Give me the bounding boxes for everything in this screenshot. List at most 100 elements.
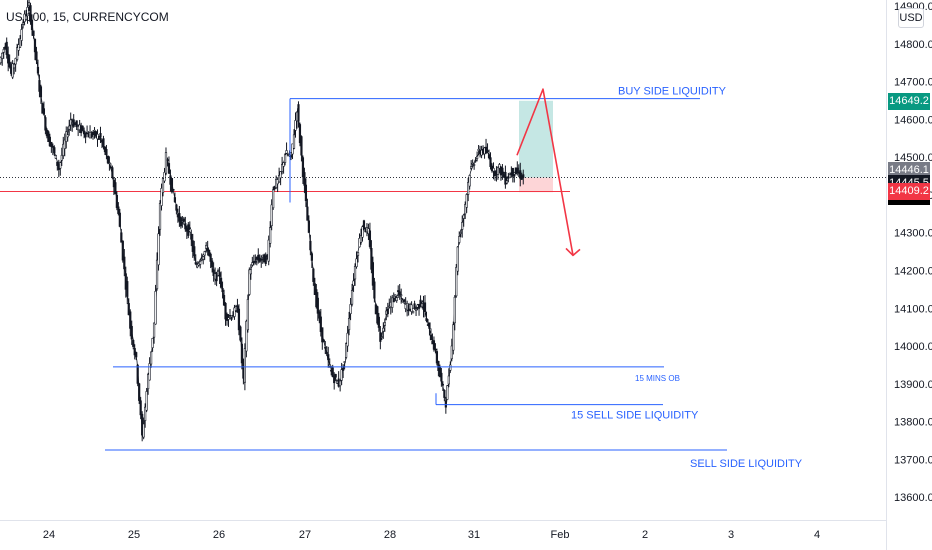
candle-body xyxy=(477,148,480,151)
candle-body xyxy=(158,202,162,230)
candle-body xyxy=(136,364,139,384)
candle-body xyxy=(161,178,165,193)
candle-body xyxy=(331,367,334,377)
candle-body xyxy=(39,86,43,98)
candle-body xyxy=(347,318,351,331)
price-axis-border xyxy=(886,0,887,550)
candle-body xyxy=(471,163,474,165)
currency-button[interactable]: USD xyxy=(898,8,924,28)
x-tick-label: 25 xyxy=(128,529,140,541)
candle-body xyxy=(461,222,464,230)
candle-body xyxy=(105,149,108,156)
candle-body xyxy=(383,322,386,326)
candle-body xyxy=(63,139,66,149)
candle-body xyxy=(386,308,389,315)
candle-body xyxy=(240,343,244,364)
x-tick-label: 26 xyxy=(213,529,225,541)
candle-body xyxy=(47,131,50,142)
candle-body xyxy=(216,270,220,272)
candle-body xyxy=(349,304,352,314)
candle-body xyxy=(224,302,227,320)
x-tick-label: 3 xyxy=(728,529,734,541)
candle-body xyxy=(264,256,267,264)
candle-body xyxy=(30,19,34,30)
projection-arrow xyxy=(516,88,574,256)
candle-body xyxy=(280,164,284,172)
candle-body xyxy=(193,246,196,257)
y-tick-label: 13700.0 xyxy=(894,454,932,466)
candle-body xyxy=(11,63,14,78)
candle-body xyxy=(81,125,84,131)
candle-body xyxy=(484,146,488,154)
candle-body xyxy=(304,184,308,202)
candle-body xyxy=(184,223,187,230)
candle-body xyxy=(130,325,133,340)
candle-body xyxy=(35,51,38,61)
candle-body xyxy=(522,174,525,178)
candle-body xyxy=(36,66,40,74)
candle-body xyxy=(221,287,224,293)
candle-body xyxy=(173,197,177,203)
candle-body xyxy=(319,316,322,332)
candle-body xyxy=(355,258,358,268)
candle-body xyxy=(505,180,508,184)
candle-body xyxy=(310,253,313,261)
candle-body xyxy=(249,269,252,275)
candle-body xyxy=(206,248,209,252)
candle-body xyxy=(239,326,242,341)
candle-body xyxy=(66,134,69,138)
candle-body xyxy=(199,261,202,265)
candle-body xyxy=(270,204,273,227)
candle-body xyxy=(59,162,62,169)
candle-body xyxy=(395,297,398,301)
candle-body xyxy=(403,299,406,302)
candle-body xyxy=(328,364,331,367)
candle-body xyxy=(446,385,449,400)
candle-body xyxy=(486,150,489,152)
candle-body xyxy=(114,182,117,195)
candle-body xyxy=(312,268,315,282)
candle-body xyxy=(450,345,453,360)
candle-body xyxy=(1,52,4,59)
candle-body xyxy=(300,136,303,156)
candle-body xyxy=(487,154,491,159)
candle-body xyxy=(99,133,102,138)
candle-body xyxy=(160,188,163,206)
candle-body xyxy=(209,253,212,262)
candle-body xyxy=(306,206,309,221)
candle-body xyxy=(212,269,215,276)
candle-body xyxy=(62,143,65,156)
candle-body xyxy=(377,316,380,328)
candle-body xyxy=(476,155,479,159)
candle-body xyxy=(175,204,178,211)
candle-body xyxy=(38,80,41,92)
candle-body xyxy=(135,352,138,358)
candle-body xyxy=(496,167,500,175)
candle-body xyxy=(53,147,56,154)
y-tick-label: 13900.0 xyxy=(894,379,932,391)
candle-body xyxy=(318,311,321,319)
arrow-head xyxy=(565,247,581,257)
candle-body xyxy=(468,175,471,187)
candle-body xyxy=(303,172,306,186)
candle-body xyxy=(291,143,294,155)
candle-body xyxy=(327,354,330,361)
candle-body xyxy=(132,339,135,347)
candle-body xyxy=(102,138,105,147)
candle-body xyxy=(148,363,151,381)
candle-body xyxy=(394,294,397,297)
candle-body xyxy=(145,391,148,411)
candle-body xyxy=(123,256,126,270)
candle-body xyxy=(167,163,171,174)
candle-body xyxy=(29,5,32,23)
candle-body xyxy=(410,304,413,312)
candle-body xyxy=(511,167,514,177)
price-line xyxy=(0,4,525,437)
candle-body xyxy=(298,124,302,143)
y-tick-label: 14600.0 xyxy=(894,114,932,126)
candle-body xyxy=(243,348,246,383)
y-tick-label: 14100.0 xyxy=(894,303,932,315)
candle-body xyxy=(473,164,476,166)
candle-body xyxy=(215,272,218,282)
